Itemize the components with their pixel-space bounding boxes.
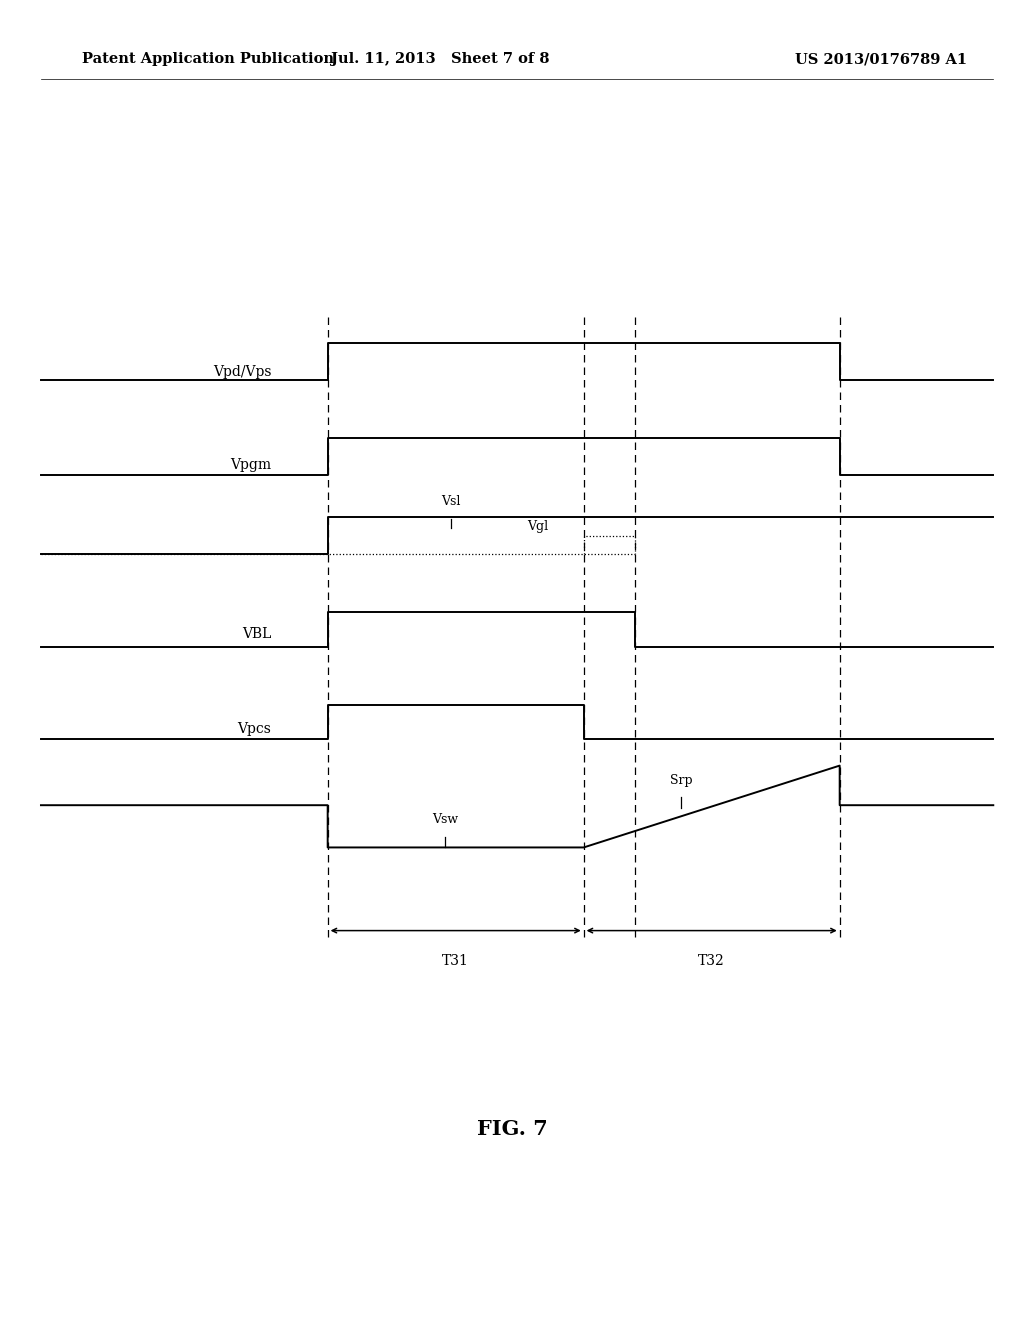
- Text: FIG. 7: FIG. 7: [476, 1118, 548, 1139]
- Text: Vpd/Vps: Vpd/Vps: [213, 366, 271, 379]
- Text: Vpcs: Vpcs: [238, 722, 271, 735]
- Text: T31: T31: [442, 954, 469, 969]
- Text: VBL: VBL: [242, 627, 271, 640]
- Text: Vgl: Vgl: [527, 520, 548, 533]
- Text: T32: T32: [698, 954, 725, 969]
- Text: Srp: Srp: [670, 774, 692, 787]
- Text: Vsw: Vsw: [432, 813, 459, 826]
- Text: Vpgm: Vpgm: [230, 458, 271, 471]
- Text: Vsl: Vsl: [441, 495, 460, 508]
- Text: Patent Application Publication: Patent Application Publication: [82, 53, 334, 66]
- Text: Jul. 11, 2013   Sheet 7 of 8: Jul. 11, 2013 Sheet 7 of 8: [331, 53, 550, 66]
- Text: US 2013/0176789 A1: US 2013/0176789 A1: [795, 53, 967, 66]
